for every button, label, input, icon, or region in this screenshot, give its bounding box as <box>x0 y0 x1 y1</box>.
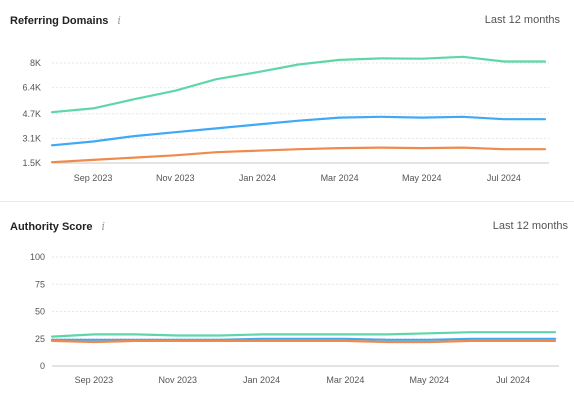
panel-divider <box>0 201 574 202</box>
x-tick-label: Sep 2023 <box>74 173 113 183</box>
y-tick-label: 3.1K <box>22 133 41 143</box>
panel-title: Referring Domains i <box>10 14 121 27</box>
authority-score-title: Authority Score <box>10 221 93 233</box>
y-tick-label: 50 <box>35 307 45 317</box>
x-tick-label: Jul 2024 <box>496 375 530 385</box>
x-tick-label: Sep 2023 <box>75 375 114 385</box>
series-line[interactable] <box>50 146 547 164</box>
x-tick-label: Mar 2024 <box>321 173 359 183</box>
info-icon[interactable]: i <box>117 14 121 27</box>
x-tick-label: Jul 2024 <box>487 173 521 183</box>
series-line[interactable] <box>50 55 547 114</box>
period-label: Last 12 months <box>492 220 568 232</box>
series-line[interactable] <box>50 339 557 344</box>
y-tick-label: 0 <box>40 361 45 371</box>
x-tick-label: Nov 2023 <box>158 375 197 385</box>
y-tick-label: 6.4K <box>22 83 41 93</box>
y-tick-label: 25 <box>35 334 45 344</box>
referring-domains-title: Referring Domains <box>10 15 109 27</box>
x-tick-label: Nov 2023 <box>156 173 195 183</box>
series-line[interactable] <box>50 337 557 341</box>
info-icon[interactable]: i <box>101 220 106 233</box>
period-label: Last 12 months <box>484 14 560 26</box>
series-line[interactable] <box>50 115 547 147</box>
y-tick-label: 8K <box>30 58 41 68</box>
authority-score-chart: 0 25 50 75 100 Sep 2023 Nov 2023 Jan 2024 Mar 20… <box>30 252 559 385</box>
x-tick-label: Jan 2024 <box>239 173 276 183</box>
x-tick-label: May 2024 <box>402 173 442 183</box>
y-tick-label: 1.5K <box>22 158 41 168</box>
y-tick-label: 100 <box>30 252 45 262</box>
x-tick-label: Jan 2024 <box>243 375 280 385</box>
x-tick-label: May 2024 <box>409 375 449 385</box>
panel-title: Authority Score i <box>10 220 105 233</box>
referring-domains-chart: 1.5K 3.1K 4.7K 6.4K 8K Sep 2023 Nov 2023 Jan 20… <box>22 55 549 183</box>
y-tick-label: 4.7K <box>22 109 41 119</box>
authority-score-panel: Authority Score i Last 12 months 0 25 50 75 1… <box>0 206 574 400</box>
x-tick-label: Mar 2024 <box>326 375 364 385</box>
referring-domains-panel: Referring Domains i Last 12 months 1.5K 3.… <box>10 14 560 183</box>
y-tick-label: 75 <box>35 279 45 289</box>
series-line[interactable] <box>50 331 557 338</box>
